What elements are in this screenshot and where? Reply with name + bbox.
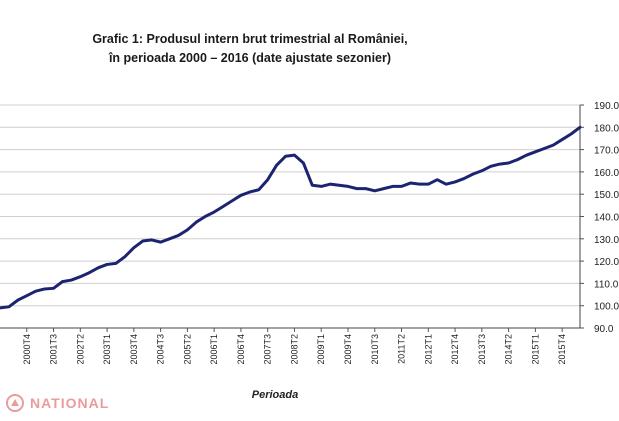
y-tick-label: 150.0 (594, 190, 619, 201)
chart-title: Grafic 1: Produsul intern brut trimestri… (0, 30, 500, 68)
x-tick-label: 2006T1 (209, 334, 219, 365)
x-tick-label: 2011T2 (397, 334, 407, 364)
x-tick-label: 2015T1 (530, 334, 540, 365)
x-tick-label: 2004T3 (156, 334, 166, 365)
y-tick-label: 160.0 (594, 168, 619, 179)
x-tick-label: 2012T4 (450, 334, 460, 365)
chart-title-line-1: Grafic 1: Produsul intern brut trimestri… (92, 32, 408, 46)
x-tick-label: 2003T4 (129, 334, 139, 365)
x-tick-label: 2006T4 (236, 334, 246, 365)
y-tick-label: 100.0 (594, 302, 619, 313)
x-tick-label: 2012T1 (423, 334, 433, 365)
x-tick-label: 2009T1 (316, 334, 326, 365)
x-axis-label: Perioada (252, 389, 298, 401)
y-tick-label: 140.0 (594, 213, 619, 224)
series-layer (0, 125, 582, 310)
x-tick-label: 2001T3 (49, 334, 59, 365)
y-tick-label: 110.0 (594, 279, 619, 290)
series-line-pib (0, 125, 582, 310)
x-tick-label: 2000T4 (22, 334, 32, 365)
y-tick-labels: 90.0 100.0 110.0 120.0 130.0 140.0 150.0 160.0 1… (594, 101, 619, 335)
x-tick-labels: 2000T4 2001T3 2002T2 2003T1 2003T4 2004T3 2005… (22, 334, 567, 365)
x-tick-label: 2010T3 (370, 334, 380, 365)
x-tick-label: 2014T2 (504, 334, 514, 365)
chart-title-line-2: în perioada 2000 – 2016 (date ajustate s… (108, 51, 392, 65)
y-tick-label: 130.0 (594, 235, 619, 246)
watermark-text: NATIONAL (30, 395, 110, 411)
axes (0, 104, 584, 332)
x-tick-label: 2007T3 (263, 334, 273, 365)
x-tick-label: 2002T2 (75, 334, 85, 365)
y-tick-label: 90.0 (594, 324, 614, 335)
x-tick-label: 2009T4 (343, 334, 353, 365)
watermark: NATIONAL (6, 394, 109, 412)
x-tick-label: 2005T2 (182, 334, 192, 365)
y-tick-label: 120.0 (594, 257, 619, 268)
y-tick-label: 190.0 (594, 101, 619, 112)
y-tick-label: 180.0 (594, 123, 619, 134)
grid-lines (0, 104, 580, 329)
y-tick-label: 170.0 (594, 146, 619, 157)
x-tick-label: 2013T3 (477, 334, 487, 365)
x-tick-label: 2015T4 (557, 334, 567, 365)
national-logo-icon (6, 394, 24, 412)
x-tick-label: 2008T2 (289, 334, 299, 365)
x-tick-label: 2003T1 (102, 334, 112, 365)
